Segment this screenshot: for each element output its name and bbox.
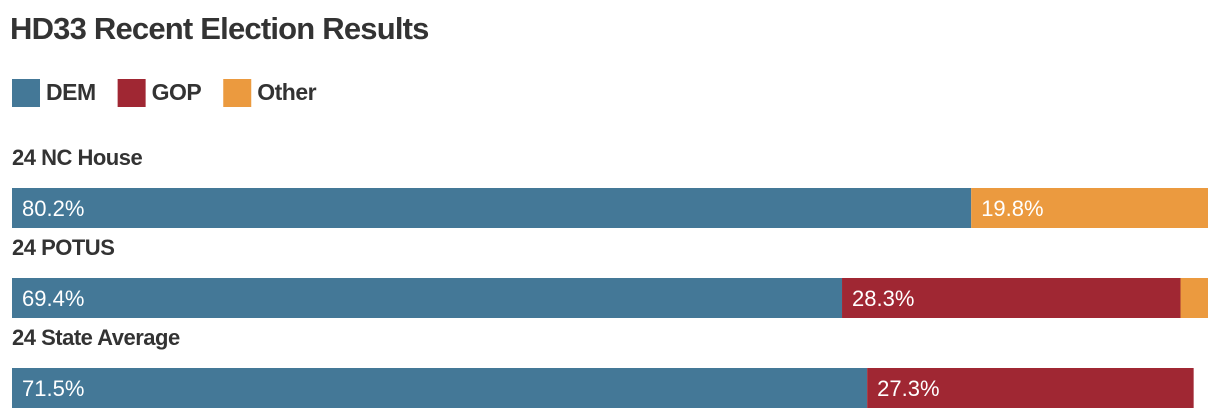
bar-segment: [12, 278, 843, 318]
value-label: 28.3%: [852, 286, 914, 311]
bar-segment: [842, 278, 1181, 318]
legend-label: GOP: [152, 79, 202, 105]
chart-title: HD33 Recent Election Results: [10, 11, 429, 46]
bar-segment: [12, 368, 868, 408]
value-label: 71.5%: [22, 376, 84, 401]
bar-segment: [1180, 278, 1208, 318]
value-label: 69.4%: [22, 286, 84, 311]
legend-label: Other: [257, 79, 316, 105]
legend-swatch: [12, 79, 40, 107]
bar-segment: [12, 188, 972, 228]
category-label: 24 State Average: [12, 325, 180, 350]
value-label: 19.8%: [981, 196, 1043, 221]
value-label: 27.3%: [877, 376, 939, 401]
legend-swatch: [223, 79, 252, 107]
legend-swatch: [117, 79, 146, 107]
legend-label: DEM: [46, 79, 96, 105]
category-label: 24 POTUS: [12, 235, 114, 260]
category-label: 24 NC House: [12, 145, 142, 170]
value-label: 80.2%: [22, 196, 84, 221]
bar-segment: [971, 188, 1208, 228]
bar-segment: [867, 368, 1194, 408]
